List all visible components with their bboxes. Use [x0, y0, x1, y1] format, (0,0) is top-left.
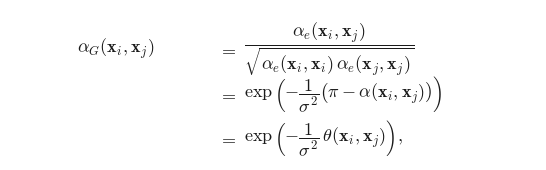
Text: $\exp\left(-\dfrac{1}{\sigma^2}\left(\pi - \alpha(\mathbf{x}_i, \mathbf{x}_j)\ri: $\exp\left(-\dfrac{1}{\sigma^2}\left(\pi…	[244, 74, 442, 114]
Text: $=$: $=$	[218, 129, 236, 147]
Text: $\dfrac{\alpha_e(\mathbf{x}_i, \mathbf{x}_j)}{\sqrt{\alpha_e(\mathbf{x}_i, \math: $\dfrac{\alpha_e(\mathbf{x}_i, \mathbf{x…	[244, 20, 414, 78]
Text: $=$: $=$	[218, 85, 236, 103]
Text: $=$: $=$	[218, 40, 236, 58]
Text: $\alpha_G(\mathbf{x}_i, \mathbf{x}_j)$: $\alpha_G(\mathbf{x}_i, \mathbf{x}_j)$	[78, 37, 155, 61]
Text: $\exp\left(-\dfrac{1}{\sigma^2}\,\theta(\mathbf{x}_i, \mathbf{x}_j)\right),$: $\exp\left(-\dfrac{1}{\sigma^2}\,\theta(…	[244, 118, 402, 158]
